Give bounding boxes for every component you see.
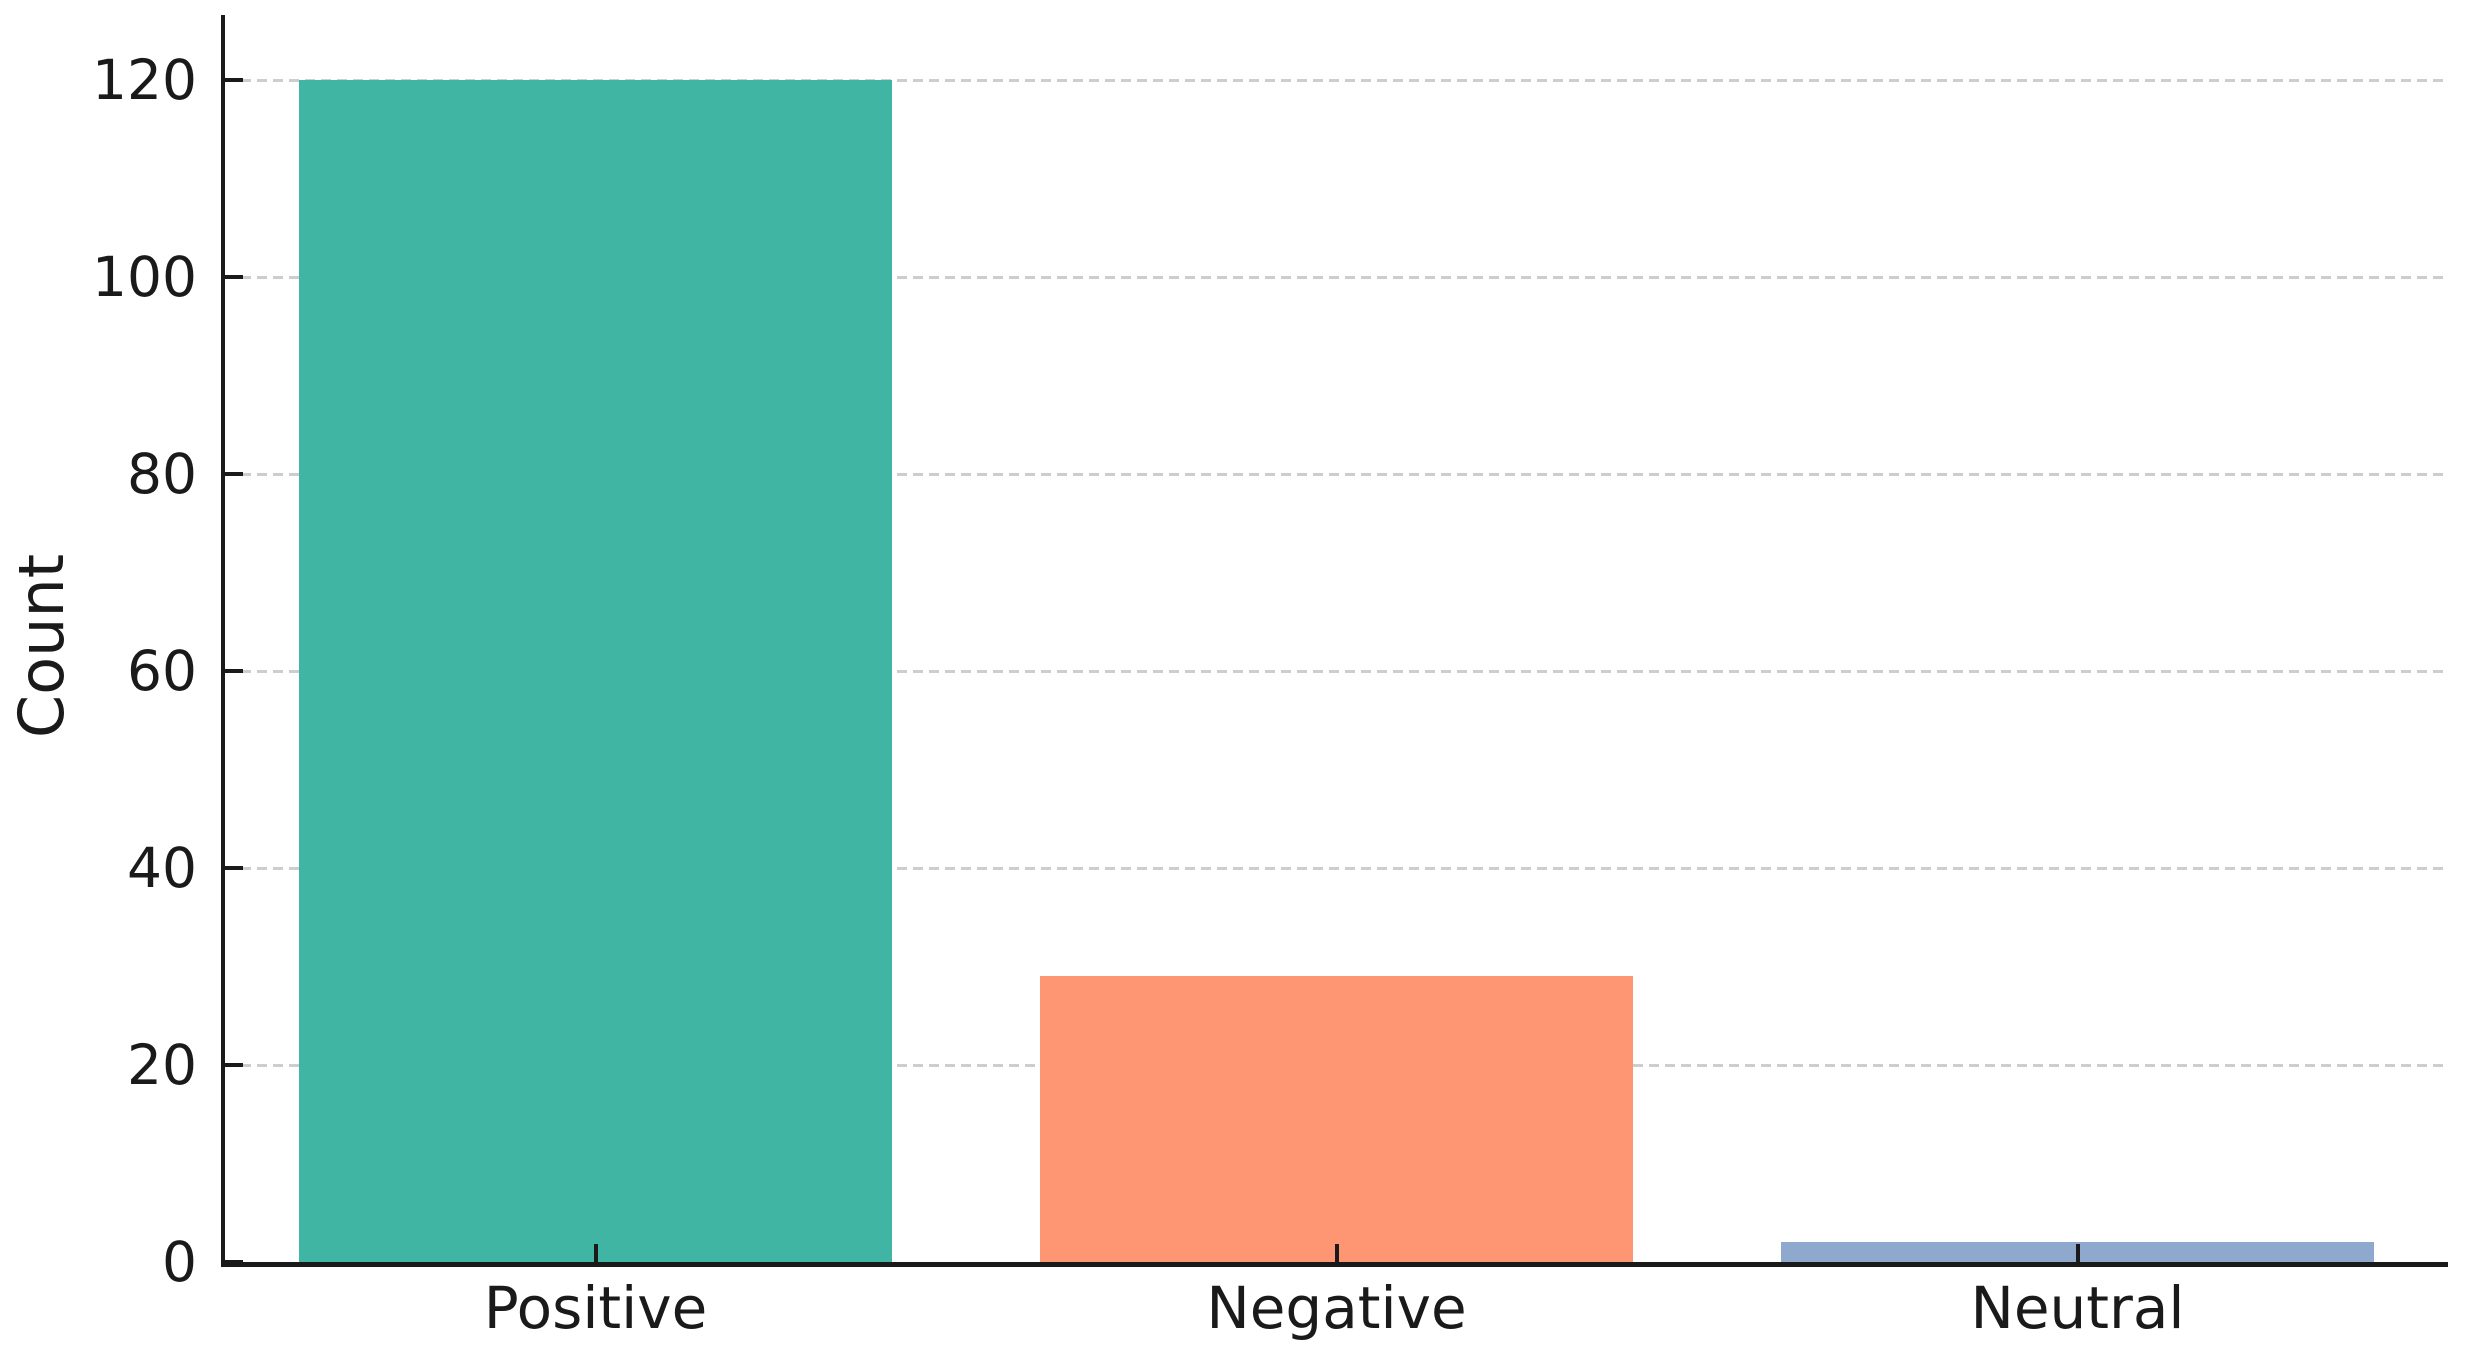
y-tick-80 xyxy=(225,472,243,476)
y-tick-label-0: 0 xyxy=(162,1230,197,1294)
y-gridline-120 xyxy=(225,78,2448,82)
y-tick-60 xyxy=(225,669,243,673)
y-tick-100 xyxy=(225,275,243,279)
y-tick-label-60: 60 xyxy=(127,639,197,703)
x-tick-label-negative: Negative xyxy=(1206,1274,1467,1342)
x-axis-line xyxy=(221,1262,2448,1267)
y-tick-label-100: 100 xyxy=(92,245,197,309)
y-tick-20 xyxy=(225,1063,243,1067)
x-tick-positive xyxy=(593,1244,598,1262)
x-tick-label-neutral: Neutral xyxy=(1970,1274,2185,1342)
x-tick-label-positive: Positive xyxy=(483,1274,708,1342)
y-tick-120 xyxy=(225,78,243,82)
y-gridline-40 xyxy=(225,866,2448,870)
x-tick-negative xyxy=(1334,1244,1339,1262)
x-tick-neutral xyxy=(2075,1244,2080,1262)
y-tick-label-20: 20 xyxy=(127,1033,197,1097)
y-axis-line xyxy=(221,15,225,1267)
y-tick-0 xyxy=(225,1260,243,1264)
y-gridline-60 xyxy=(225,669,2448,673)
bar-negative xyxy=(1040,976,1633,1262)
y-tick-label-80: 80 xyxy=(127,442,197,506)
y-gridline-80 xyxy=(225,472,2448,476)
y-tick-label-40: 40 xyxy=(127,836,197,900)
bar-positive xyxy=(299,80,892,1262)
y-gridline-100 xyxy=(225,275,2448,279)
y-tick-label-120: 120 xyxy=(92,48,197,112)
y-tick-40 xyxy=(225,866,243,870)
